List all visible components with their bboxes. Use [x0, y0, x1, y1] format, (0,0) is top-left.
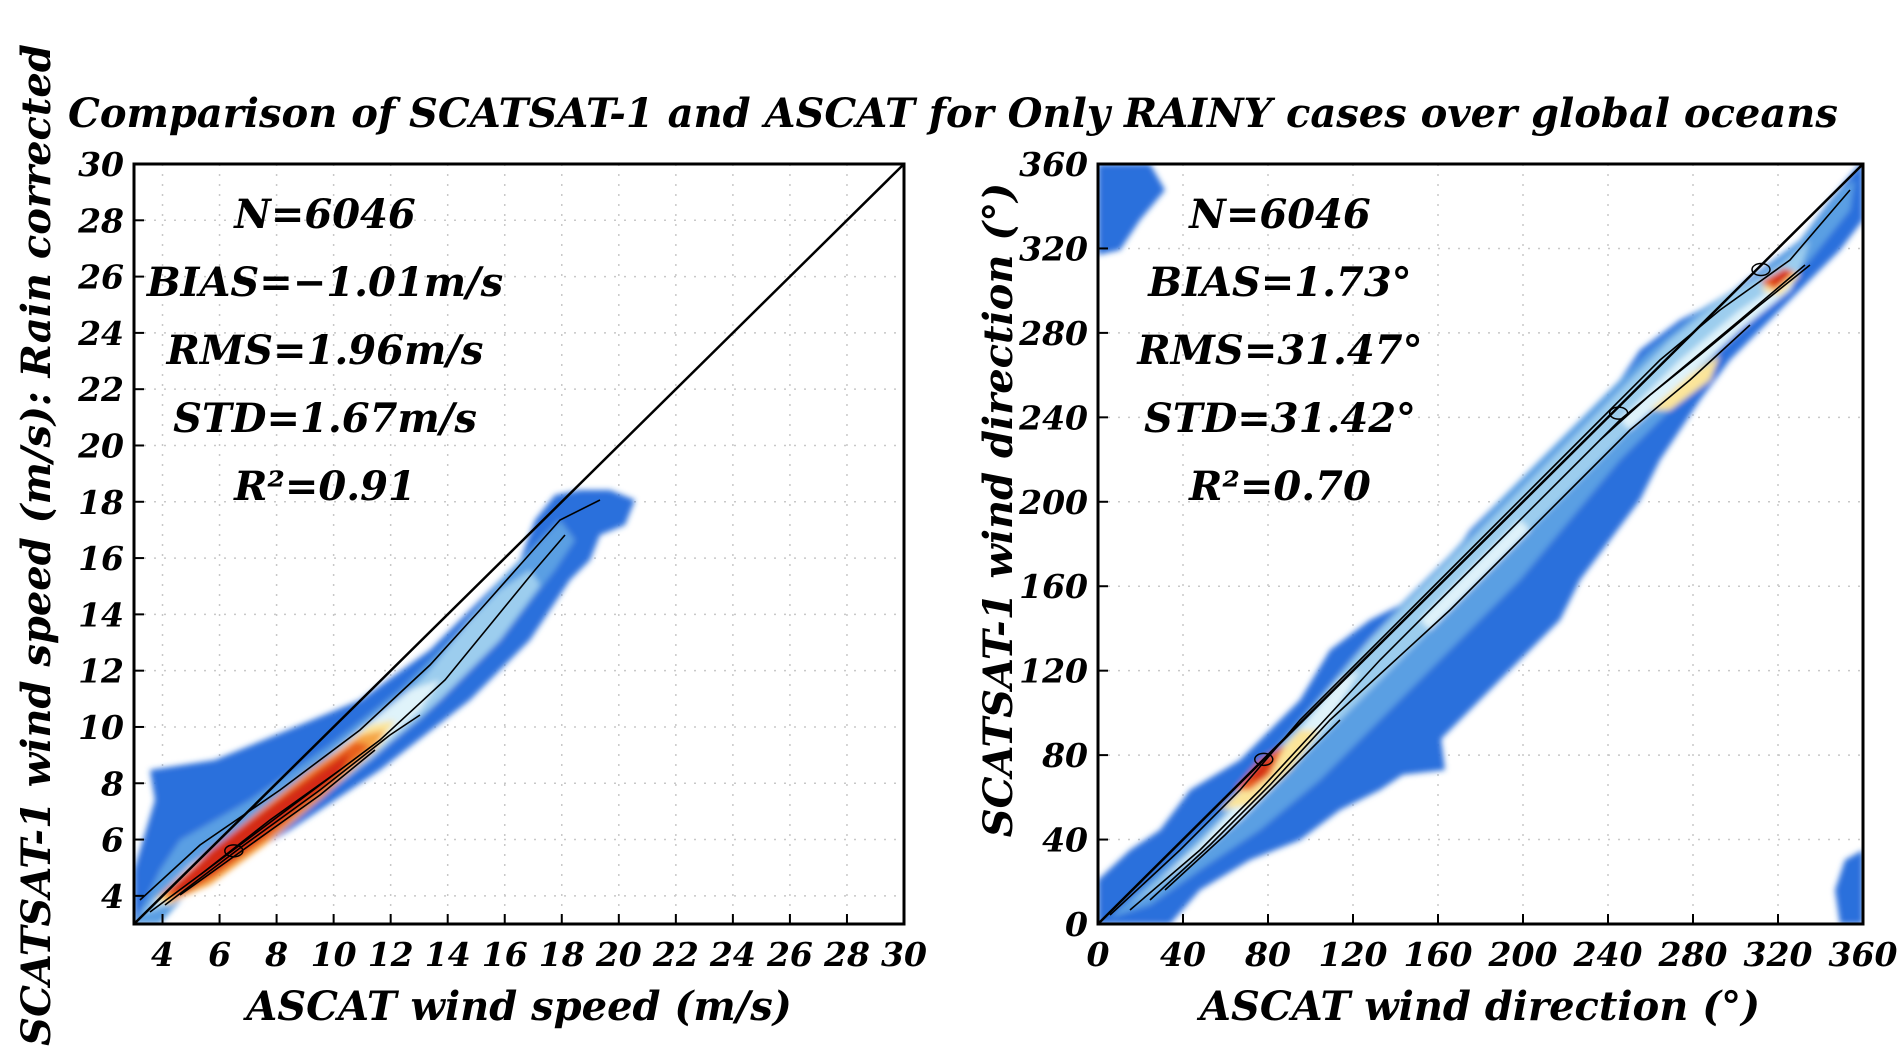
y-tick-label-6: 240 — [1018, 398, 1088, 437]
direction-density-level-4 — [1160, 270, 1800, 880]
direction-contour-lines — [1109, 189, 1851, 916]
y-tick-label-1: 40 — [1042, 821, 1088, 860]
x-tick-label-4: 160 — [1404, 935, 1473, 974]
x-tick-label-2: 8 — [264, 935, 288, 974]
y-tick-label-10: 24 — [77, 314, 124, 353]
wind-speed-panel: 4 6 8 10 12 14 16 18 20 22 24 26 28 30 46810121416182… — [77, 145, 927, 1030]
x-tick-label-11: 26 — [766, 935, 813, 974]
wind-direction-y-tick-labels: 0 40 80 120 160 200 240 280 320 360 — [1018, 145, 1108, 944]
density-peak-marker-1 — [1751, 262, 1771, 277]
wind-direction-x-tick-labels: 0 40 80 120 160 200 240 280 320 360 — [1087, 914, 1898, 974]
x-tick-label-9: 22 — [652, 935, 699, 974]
y-tick-label-4: 160 — [1019, 567, 1088, 606]
speed-density-peaks — [224, 844, 244, 858]
x-tick-label-9: 360 — [1829, 935, 1898, 974]
x-tick-label-7: 18 — [539, 935, 585, 974]
y-tick-label-4: 12 — [78, 652, 124, 691]
direction-stat-bias: BIAS=1.73° — [1147, 259, 1411, 306]
x-tick-label-12: 28 — [823, 935, 870, 974]
direction-blob-right — [1835, 850, 1863, 924]
density-peak-marker-0 — [1254, 752, 1274, 767]
x-tick-label-8: 20 — [595, 935, 642, 974]
y-tick-label-8: 320 — [1019, 229, 1088, 268]
wind-direction-plot-frame — [1096, 162, 1865, 926]
y-tick-label-6: 16 — [78, 539, 124, 578]
figure-title: Comparison of SCATSAT-1 and ASCAT for On… — [68, 90, 1838, 137]
y-tick-label-2: 80 — [1041, 736, 1088, 775]
y-tick-label-7: 18 — [78, 483, 124, 522]
y-tick-label-2: 8 — [100, 764, 124, 803]
density-peak-marker-0 — [224, 844, 244, 858]
wind-direction-one-to-one-line — [1097, 163, 1864, 925]
x-tick-label-13: 30 — [881, 935, 927, 974]
wind-direction-x-axis-label: ASCAT wind direction (°) — [1196, 983, 1760, 1030]
y-tick-label-11: 26 — [77, 258, 124, 297]
direction-blob-left — [1098, 164, 1165, 255]
speed-stat-rms: RMS=1.96m/s — [166, 327, 484, 374]
x-tick-label-5: 14 — [425, 935, 471, 974]
x-tick-label-6: 16 — [482, 935, 528, 974]
speed-density-level-8 — [170, 752, 350, 893]
y-tick-label-8: 20 — [77, 426, 124, 465]
x-tick-label-6: 240 — [1573, 935, 1643, 974]
wind-speed-x-tick-labels: 4 6 8 10 12 14 16 18 20 22 24 26 28 30 — [151, 914, 927, 974]
x-tick-label-2: 80 — [1244, 935, 1291, 974]
x-tick-label-7: 280 — [1658, 935, 1728, 974]
wind-speed-density-plot — [134, 490, 635, 924]
y-tick-label-13: 30 — [78, 145, 124, 184]
x-tick-label-0: 4 — [151, 935, 174, 974]
speed-stat-std: STD=1.67m/s — [173, 395, 477, 442]
x-tick-label-1: 40 — [1160, 935, 1206, 974]
wind-speed-y-tick-labels: 4 6 8 10 12 14 16 18 20 22 24 26 28 30 — [77, 145, 144, 916]
direction-blob-middle — [1385, 700, 1445, 775]
y-tick-label-3: 120 — [1019, 652, 1088, 691]
y-tick-label-12: 28 — [77, 201, 124, 240]
direction-stat-r2: R²=0.70 — [1188, 463, 1371, 510]
x-tick-label-10: 24 — [709, 935, 756, 974]
x-tick-label-3: 120 — [1319, 935, 1388, 974]
x-tick-label-5: 200 — [1488, 935, 1558, 974]
y-tick-label-9: 22 — [77, 370, 124, 409]
wind-direction-stats: N=6046 BIAS=1.73° RMS=31.47° STD=31.42° … — [1136, 191, 1422, 510]
x-tick-label-0: 0 — [1087, 935, 1110, 974]
wind-speed-one-to-one-line — [133, 163, 905, 925]
speed-stat-n: N=6046 — [232, 191, 415, 238]
y-tick-label-7: 280 — [1018, 314, 1088, 353]
wind-speed-plot-frame — [132, 162, 906, 926]
y-tick-label-3: 10 — [78, 708, 124, 747]
shared-y-axis-label: SCATSAT-1 wind speed (m/s): Rain correct… — [13, 44, 60, 1046]
y-tick-label-1: 6 — [101, 821, 124, 860]
wind-speed-x-axis-label: ASCAT wind speed (m/s) — [242, 983, 792, 1030]
wind-direction-panel: 0 40 80 120 160 200 240 280 320 360 0 40 80 120 160 20… — [975, 145, 1897, 1030]
speed-contour-lines — [139, 499, 601, 913]
x-tick-label-1: 6 — [208, 935, 231, 974]
wind-direction-y-axis-label: SCATSAT-1 wind direction (°) — [975, 183, 1022, 837]
x-tick-label-3: 10 — [311, 935, 357, 974]
y-tick-label-5: 200 — [1018, 483, 1088, 522]
y-tick-label-5: 14 — [78, 595, 124, 634]
wind-speed-stats: N=6046 BIAS=−1.01m/s RMS=1.96m/s STD=1.6… — [146, 191, 503, 510]
speed-stat-r2: R²=0.91 — [233, 463, 416, 510]
wind-direction-density-plot — [1098, 164, 1863, 924]
y-tick-label-0: 0 — [1065, 905, 1088, 944]
direction-stat-n: N=6046 — [1187, 191, 1370, 238]
x-tick-label-8: 320 — [1744, 935, 1813, 974]
x-tick-label-4: 12 — [368, 935, 414, 974]
y-tick-label-9: 360 — [1019, 145, 1088, 184]
direction-stat-rms: RMS=31.47° — [1136, 327, 1422, 374]
direction-stat-std: STD=31.42° — [1144, 395, 1416, 442]
y-tick-label-0: 4 — [101, 877, 124, 916]
speed-stat-bias: BIAS=−1.01m/s — [146, 259, 503, 306]
